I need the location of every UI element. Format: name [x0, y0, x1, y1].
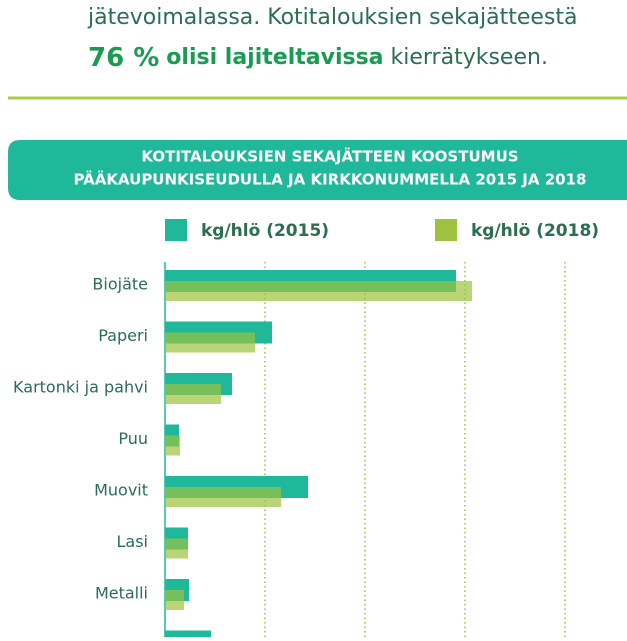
- chart-title: KOTITALOUKSIEN SEKAJÄTTEEN KOOSTUMUS: [141, 147, 518, 166]
- category-label: Lasi: [117, 532, 149, 551]
- intro-text: 76 % olisi lajiteltavissa kierrätykseen.: [88, 43, 548, 73]
- bar: [165, 435, 180, 456]
- category-label: Metalli: [95, 584, 148, 603]
- legend-label: kg/hlö (2015): [201, 221, 329, 241]
- legend-swatch: [165, 219, 187, 241]
- bar: [165, 590, 184, 610]
- intro-text: kierrätykseen.: [391, 45, 548, 70]
- category-label: Puu: [118, 429, 148, 448]
- intro-text: jätevoimalassa. Kotitalouksien sekajätte…: [87, 5, 578, 30]
- chart-title: PÄÄKAUPUNKISEUDULLA JA KIRKKONUMMELLA 20…: [74, 170, 587, 189]
- legend-label: kg/hlö (2018): [471, 221, 599, 241]
- highlight-number: 76 %: [88, 43, 159, 73]
- category-label: Kartonki ja pahvi: [13, 378, 148, 397]
- category-label: Biojäte: [92, 275, 148, 294]
- category-label: Muovit: [94, 481, 148, 500]
- highlight-text: olisi lajiteltavissa: [166, 45, 383, 70]
- bar: [165, 281, 472, 301]
- bar: [165, 487, 281, 507]
- title-banner: [8, 140, 627, 200]
- category-label: Paperi: [98, 326, 148, 345]
- bar: [165, 384, 221, 404]
- bar: [165, 538, 188, 559]
- legend-swatch: [435, 219, 457, 241]
- bar: [165, 332, 255, 353]
- bar: [165, 630, 211, 641]
